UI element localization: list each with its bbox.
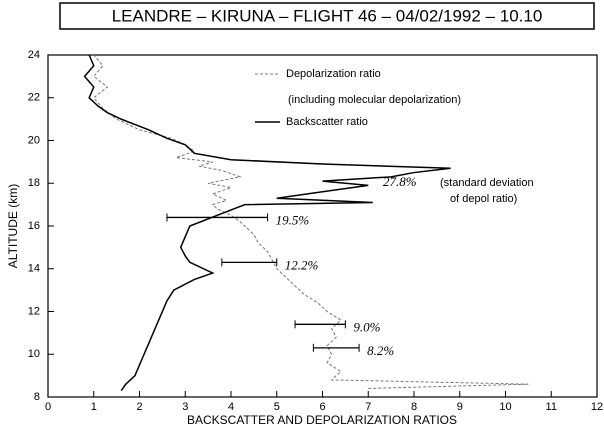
legend-note: (including molecular depolarization)	[288, 94, 461, 106]
y-tick-label: 24	[28, 49, 40, 61]
plot-frame	[47, 54, 598, 398]
x-tick-label: 9	[457, 401, 463, 413]
legend-label: Depolarization ratio	[286, 68, 381, 80]
x-tick-label: 5	[274, 401, 280, 413]
x-axis-label: BACKSCATTER AND DEPOLARIZATION RATIOS	[187, 413, 457, 427]
x-tick-label: 0	[45, 401, 51, 413]
profile-line	[83, 54, 451, 392]
title-box	[59, 2, 595, 30]
error-label: 12.2%	[285, 257, 319, 272]
x-tick-label: 7	[365, 401, 371, 413]
y-tick-label: 12	[28, 305, 40, 317]
x-tick-label: 2	[136, 401, 142, 413]
y-tick-label: 10	[28, 348, 40, 360]
error-label: 9.0%	[353, 319, 380, 334]
legend-label: Backscatter ratio	[286, 116, 368, 128]
x-tick-label: 1	[91, 401, 97, 413]
annotation: 27.8%	[383, 174, 417, 189]
error-label: 19.5%	[276, 212, 310, 227]
y-tick-label: 16	[28, 220, 40, 232]
profile-line	[93, 54, 529, 389]
annotation: of depol ratio)	[450, 193, 517, 205]
x-tick-label: 11	[546, 401, 557, 413]
y-tick-label: 20	[28, 134, 40, 146]
x-tick-label: 8	[411, 401, 417, 413]
y-axis-label: ALTITUDE (km)	[6, 184, 20, 268]
error-label: 8.2%	[367, 343, 394, 358]
x-tick-label: 4	[228, 401, 234, 413]
annotation: (standard deviation	[440, 177, 534, 189]
x-tick-label: 12	[591, 401, 603, 413]
x-tick-label: 3	[182, 401, 188, 413]
y-tick-label: 22	[28, 92, 40, 104]
y-tick-label: 14	[28, 263, 40, 275]
y-tick-label: 8	[34, 391, 40, 403]
x-tick-label: 6	[319, 401, 325, 413]
x-tick-label: 10	[499, 401, 511, 413]
chart-title: LEANDRE – KIRUNA – FLIGHT 46 – 04/02/199…	[112, 6, 543, 25]
y-tick-label: 18	[28, 177, 40, 189]
